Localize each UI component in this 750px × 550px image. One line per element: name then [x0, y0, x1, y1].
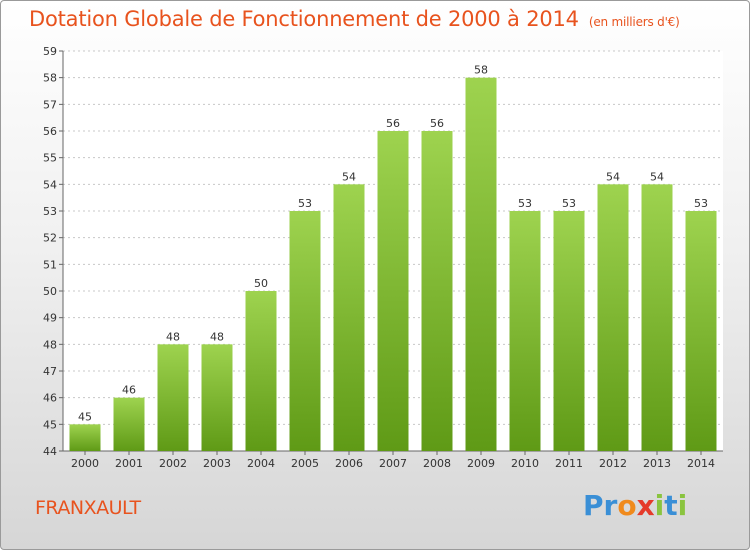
logo-letter: i [654, 489, 665, 522]
bar [245, 291, 277, 451]
y-tick-label: 57 [43, 98, 57, 111]
bar-value-label: 53 [518, 197, 532, 210]
y-tick-label: 58 [43, 72, 57, 85]
bar-value-label: 58 [474, 64, 488, 77]
x-tick-label: 2002 [159, 457, 187, 470]
logo-letter: x [636, 489, 655, 522]
bar [201, 344, 233, 451]
logo-letter: P [583, 489, 604, 522]
bar [597, 184, 629, 452]
x-tick-label: 2013 [643, 457, 671, 470]
x-tick-label: 2001 [115, 457, 143, 470]
bar-value-label: 54 [342, 170, 356, 183]
x-tick-label: 2008 [423, 457, 451, 470]
y-tick-label: 46 [43, 392, 57, 405]
x-tick-label: 2011 [555, 457, 583, 470]
y-tick-label: 54 [43, 178, 57, 191]
bar [157, 344, 189, 451]
logo-letter: t [664, 489, 678, 522]
chart-title-text: Dotation Globale de Fonctionnement de 20… [29, 7, 579, 31]
bar [333, 184, 365, 452]
chart-unit: (en milliers d'€) [588, 15, 680, 29]
y-tick-label: 55 [43, 152, 57, 165]
logo-letter: o [617, 489, 637, 522]
y-tick-label: 44 [43, 445, 57, 458]
bar [509, 211, 541, 451]
y-tick-label: 49 [43, 312, 57, 325]
bar-value-label: 54 [606, 170, 620, 183]
logo-letter: r [603, 489, 618, 522]
bar [421, 131, 453, 451]
commune-name: FRANXAULT [35, 497, 141, 519]
bar-value-label: 48 [166, 330, 180, 343]
bar-value-label: 45 [78, 410, 92, 423]
bar [69, 424, 101, 451]
bar-value-label: 46 [122, 384, 136, 397]
y-tick-label: 45 [43, 418, 57, 431]
x-tick-label: 2012 [599, 457, 627, 470]
bar [553, 211, 585, 451]
proxiti-logo: Proxiti [583, 489, 687, 522]
bar [377, 131, 409, 451]
bar [641, 184, 673, 452]
x-tick-label: 2006 [335, 457, 363, 470]
bar [289, 211, 321, 451]
bar-value-label: 53 [298, 197, 312, 210]
y-tick-label: 52 [43, 232, 57, 245]
x-tick-label: 2010 [511, 457, 539, 470]
x-tick-label: 2009 [467, 457, 495, 470]
bar-value-label: 53 [562, 197, 576, 210]
y-tick-label: 51 [43, 258, 57, 271]
x-tick-label: 2007 [379, 457, 407, 470]
y-tick-label: 59 [43, 45, 57, 58]
bar-value-label: 53 [694, 197, 708, 210]
y-tick-label: 53 [43, 205, 57, 218]
x-tick-label: 2000 [71, 457, 99, 470]
bar [113, 397, 145, 451]
x-tick-label: 2004 [247, 457, 275, 470]
bar-value-label: 50 [254, 277, 268, 290]
bar [685, 211, 717, 451]
x-tick-label: 2003 [203, 457, 231, 470]
bar-value-label: 56 [386, 117, 400, 130]
bar-value-label: 48 [210, 330, 224, 343]
y-tick-label: 47 [43, 365, 57, 378]
bar-value-label: 54 [650, 170, 664, 183]
y-tick-label: 48 [43, 338, 57, 351]
bar-value-label: 56 [430, 117, 444, 130]
logo-letter: i [677, 489, 688, 522]
y-tick-label: 56 [43, 125, 57, 138]
x-tick-label: 2005 [291, 457, 319, 470]
x-tick-label: 2014 [687, 457, 715, 470]
bar [465, 77, 497, 452]
chart-title: Dotation Globale de Fonctionnement de 20… [29, 7, 680, 31]
y-tick-label: 50 [43, 285, 57, 298]
